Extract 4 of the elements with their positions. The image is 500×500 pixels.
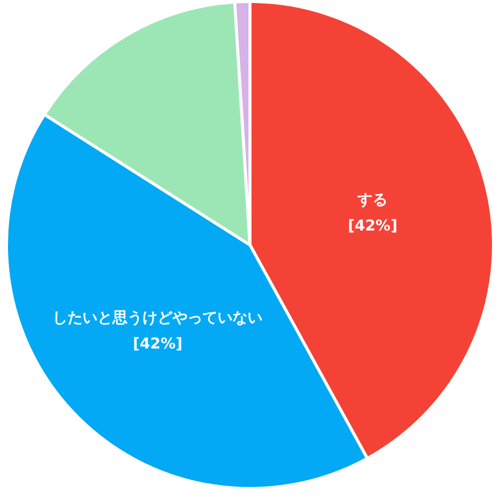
slice-label: する	[356, 190, 388, 208]
slice-label: したいと思うけどやっていない	[52, 308, 263, 327]
data-label: [42%]	[348, 216, 398, 234]
data-label: [42%]	[132, 334, 183, 353]
